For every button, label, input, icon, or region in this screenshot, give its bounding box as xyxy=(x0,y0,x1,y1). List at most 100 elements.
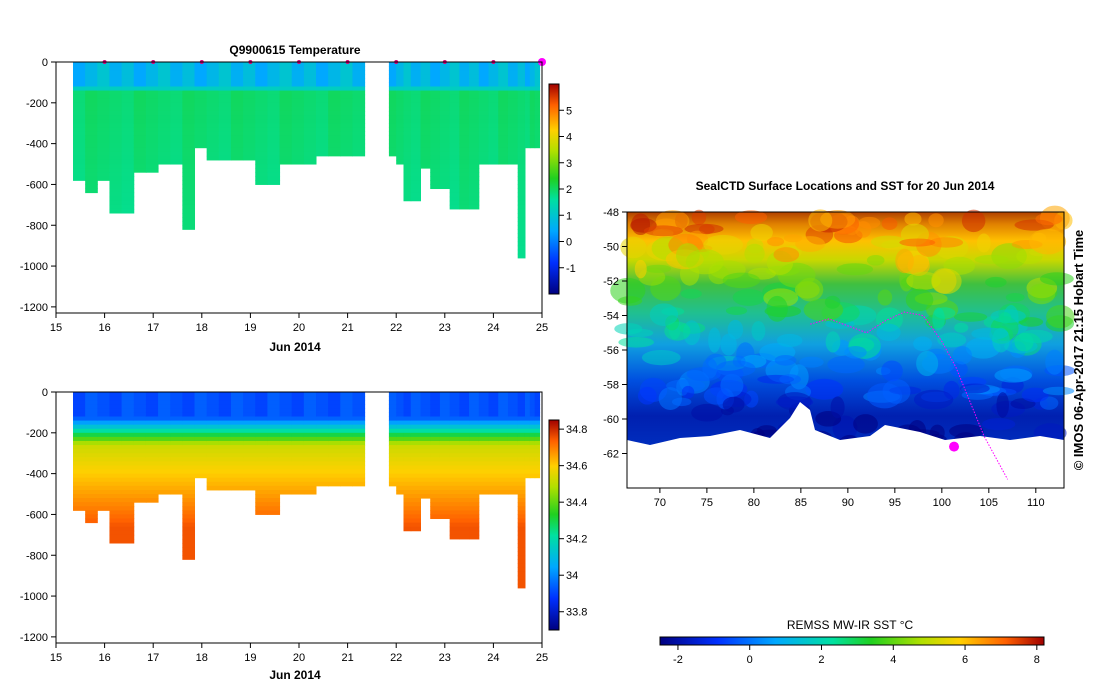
section-cell xyxy=(430,428,441,434)
section-cell xyxy=(206,396,220,401)
sst-patch xyxy=(795,236,826,252)
lat-tick-label: -52 xyxy=(603,276,619,288)
section-cell xyxy=(410,494,421,499)
section-cell xyxy=(133,135,147,141)
section-cell xyxy=(488,70,499,75)
section-cell xyxy=(534,404,541,409)
section-cell xyxy=(420,412,431,417)
sst-patch xyxy=(830,396,845,419)
section-cell xyxy=(352,392,366,397)
section-cell xyxy=(97,396,110,401)
section-cell xyxy=(507,135,519,141)
sst-patch xyxy=(976,233,991,253)
section-cell xyxy=(218,461,232,466)
section-cell xyxy=(121,172,135,177)
section-cell xyxy=(243,86,256,92)
section-cell xyxy=(279,416,293,422)
section-cell xyxy=(498,473,509,479)
section-cell xyxy=(267,155,281,161)
section-cell xyxy=(303,453,317,458)
section-cell xyxy=(158,453,171,458)
section-cell xyxy=(529,135,536,141)
section-cell xyxy=(206,151,220,157)
section-cell xyxy=(158,90,171,96)
section-cell xyxy=(439,82,451,87)
section-cell xyxy=(529,400,536,405)
section-cell xyxy=(459,396,470,401)
section-cell xyxy=(459,510,470,515)
section-cell xyxy=(230,102,244,108)
section-cell xyxy=(478,94,490,100)
section-cell xyxy=(230,400,244,405)
section-cell xyxy=(255,98,268,104)
section-cell xyxy=(488,432,499,438)
section-cell xyxy=(478,98,490,104)
map-title: SealCTD Surface Locations and SST for 20… xyxy=(696,179,995,193)
colorbar-tick-label: 34.2 xyxy=(566,534,587,546)
section-cell xyxy=(145,78,159,83)
section-cell xyxy=(410,159,421,165)
section-cell xyxy=(218,147,232,153)
section-cell xyxy=(478,66,490,71)
section-cell xyxy=(158,392,171,397)
section-cell xyxy=(524,123,531,128)
section-cell xyxy=(303,143,317,149)
temperature-panel: Q9900615 Temperature 0-200-400-600-800-1… xyxy=(20,43,576,354)
section-cell xyxy=(255,424,268,430)
section-cell xyxy=(170,440,183,446)
section-cell xyxy=(170,485,183,491)
section-cell xyxy=(121,94,135,100)
section-cell xyxy=(73,449,86,454)
section-cell xyxy=(121,412,135,417)
section-cell xyxy=(410,453,421,458)
section-cell xyxy=(449,62,460,67)
section-cell xyxy=(85,172,98,177)
section-cell xyxy=(430,432,441,438)
section-cell xyxy=(469,440,480,446)
section-cell xyxy=(352,127,366,132)
section-cell xyxy=(316,404,329,409)
section-cell xyxy=(352,453,366,458)
section-cell xyxy=(255,110,268,116)
section-cell xyxy=(403,445,412,450)
section-cell xyxy=(340,400,353,405)
section-cell xyxy=(279,94,293,100)
section-cell xyxy=(255,82,268,87)
section-cell xyxy=(279,82,293,87)
section-cell xyxy=(403,74,412,79)
section-cell xyxy=(396,98,404,104)
section-cell xyxy=(449,90,460,96)
section-cell xyxy=(133,473,147,479)
section-cell xyxy=(410,428,421,434)
section-cell xyxy=(73,139,86,145)
section-cell xyxy=(158,151,171,157)
section-cell xyxy=(267,396,281,401)
section-cell xyxy=(255,412,268,417)
section-cell xyxy=(303,481,317,487)
section-cell xyxy=(206,123,220,128)
section-cell xyxy=(517,543,526,548)
section-cell xyxy=(507,392,519,397)
section-cell xyxy=(459,66,470,71)
section-cell xyxy=(97,135,110,141)
section-cell xyxy=(182,392,196,397)
sst-patch xyxy=(876,323,901,342)
section-cell xyxy=(396,90,404,96)
section-cell xyxy=(328,82,341,87)
section-cell xyxy=(449,465,460,471)
section-cell xyxy=(439,70,451,75)
section-cell xyxy=(303,110,317,116)
section-cell xyxy=(469,526,480,532)
section-cell xyxy=(340,106,353,112)
section-cell xyxy=(85,86,98,92)
section-cell xyxy=(230,123,244,128)
section-cell xyxy=(109,408,123,413)
section-cell xyxy=(340,473,353,479)
section-cell xyxy=(267,172,281,177)
section-cell xyxy=(410,392,421,397)
section-cell xyxy=(182,86,196,92)
section-cell xyxy=(182,543,196,548)
sst-patch xyxy=(952,346,973,365)
section-cell xyxy=(388,449,397,454)
section-cell xyxy=(340,396,353,401)
